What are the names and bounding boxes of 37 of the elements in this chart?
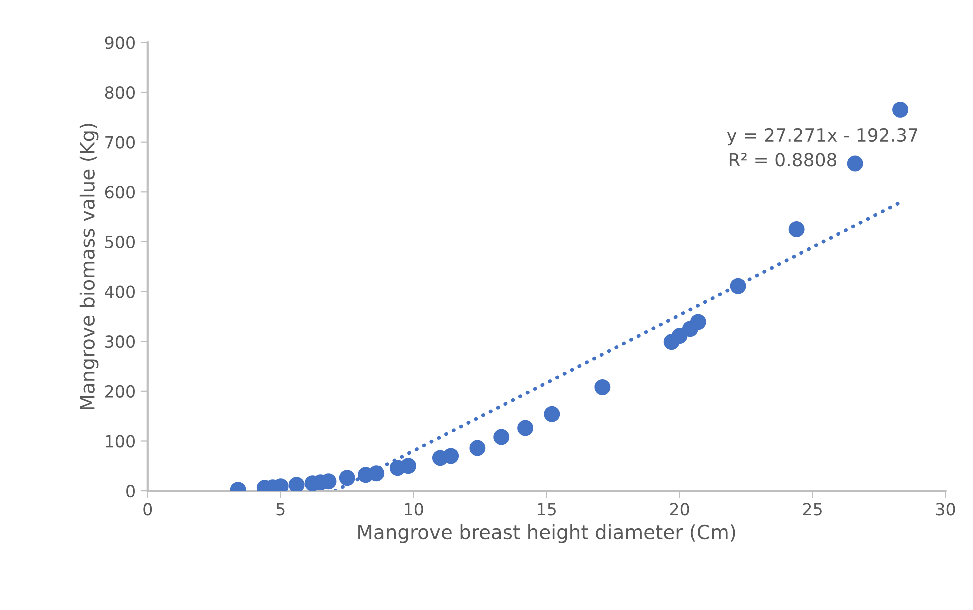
point	[494, 429, 510, 446]
y-tick-label: 500	[106, 236, 135, 249]
point	[892, 102, 909, 118]
point	[788, 222, 805, 238]
x-tick-label: 15	[538, 503, 556, 516]
point	[690, 314, 706, 330]
x-tick-label: 10	[405, 503, 424, 516]
point	[339, 470, 356, 486]
point	[518, 420, 534, 436]
x-tick-label: 25	[803, 503, 822, 516]
point	[368, 466, 385, 482]
point	[847, 156, 864, 172]
y-tick-label: 700	[106, 136, 135, 149]
point	[730, 278, 746, 294]
point	[400, 458, 417, 474]
point	[594, 379, 611, 396]
annotation: y = 27.271x - 192.37	[727, 128, 918, 146]
point	[544, 406, 560, 422]
y-tick-label: 800	[105, 86, 135, 100]
y-tick-label: 400	[105, 286, 135, 298]
y-tick-label: 100	[106, 435, 135, 448]
y-axis-title: Mangrove biomass value (Kg)	[80, 124, 99, 410]
x-tick-label: 5	[276, 503, 285, 516]
y-tick-label: 0	[126, 485, 135, 498]
x-axis-title: Mangrove breast height diameter (Cm)	[358, 524, 736, 544]
x-tick-label: 20	[670, 503, 690, 516]
annotation: R² = 0.8808	[730, 153, 837, 167]
point	[672, 328, 688, 344]
point	[470, 440, 486, 456]
y-tick-label: 600	[105, 186, 135, 199]
y-tick-label: 900	[105, 36, 135, 50]
point	[288, 477, 305, 492]
x-tick-label: 0	[144, 503, 152, 516]
point	[443, 448, 460, 464]
y-tick-label: 200	[106, 385, 135, 398]
y-tick-label: 300	[106, 336, 135, 348]
x-tick-label: 30	[936, 503, 956, 516]
